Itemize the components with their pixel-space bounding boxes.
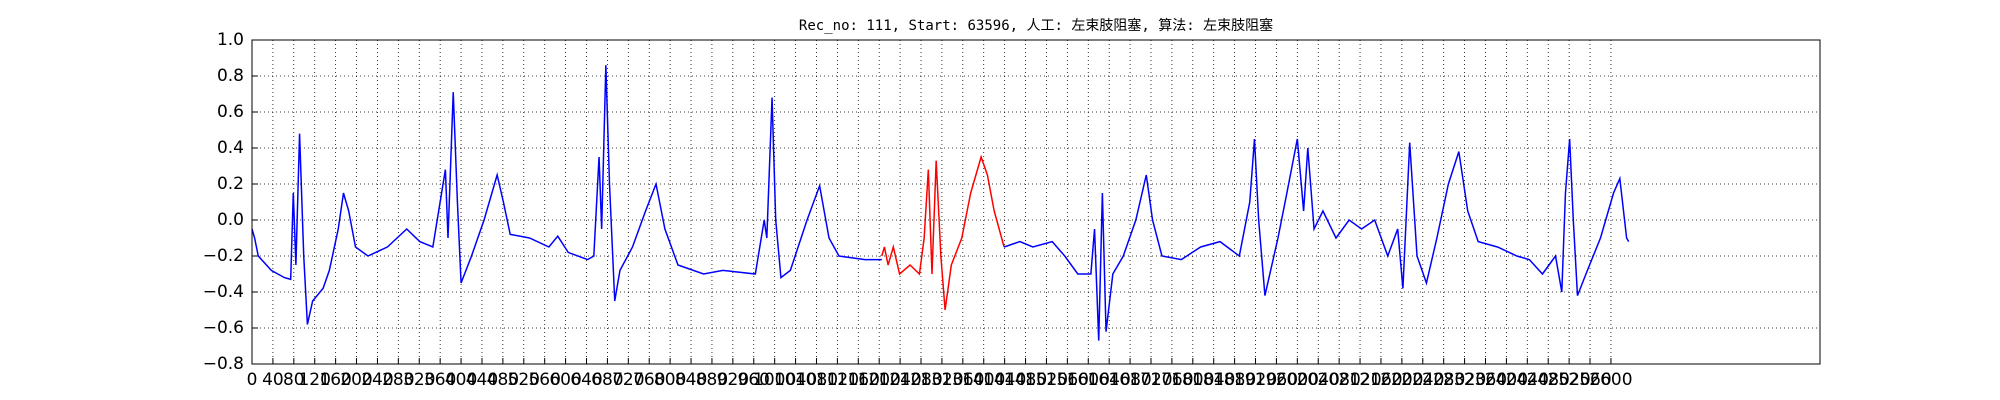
x-tick-label: 1160 xyxy=(837,370,880,390)
x-tick-label: 840 xyxy=(675,370,707,390)
x-tick-label: 2040 xyxy=(1297,370,1340,390)
y-tick-label: −0.6 xyxy=(203,318,244,338)
x-tick-label: 1600 xyxy=(1067,370,1110,390)
x-tick-label: 640 xyxy=(570,370,602,390)
x-tick-label: 1480 xyxy=(1004,370,1047,390)
x-tick-label: 1960 xyxy=(1255,370,1298,390)
x-tick-label: 1840 xyxy=(1192,370,1235,390)
x-tick-label: 1400 xyxy=(962,370,1005,390)
x-tick-label: 0 xyxy=(247,370,258,390)
x-tick-label: 2200 xyxy=(1380,370,1423,390)
y-tick-label: 1.0 xyxy=(217,30,244,50)
y-tick-label: 0.6 xyxy=(217,102,244,122)
x-tick-label: 240 xyxy=(361,370,393,390)
x-tick-label: 400 xyxy=(445,370,477,390)
y-tick-label: 0.8 xyxy=(217,66,244,86)
x-tick-label: 2400 xyxy=(1485,370,1528,390)
x-tick-label: 2120 xyxy=(1338,370,1381,390)
ecg-line xyxy=(1003,138,1630,341)
x-tick-label: 80 xyxy=(283,370,305,390)
y-tick-label: 0.4 xyxy=(217,138,244,158)
y-tick-label: −0.4 xyxy=(203,282,244,302)
x-tick-label: 2240 xyxy=(1401,370,1444,390)
chart-title: Rec_no: 111, Start: 63596, 人工: 左束肢阻塞, 算法… xyxy=(799,17,1273,34)
x-tick-label: 2480 xyxy=(1527,370,1570,390)
x-tick-label: 520 xyxy=(508,370,540,390)
x-tick-label: 2520 xyxy=(1547,370,1590,390)
x-tick-label: 800 xyxy=(654,370,686,390)
x-tick-label: 200 xyxy=(340,370,372,390)
x-tick-label: 1200 xyxy=(858,370,901,390)
x-tick-label: 1080 xyxy=(795,370,838,390)
x-tick-label: 720 xyxy=(612,370,644,390)
x-tick-label: 2000 xyxy=(1276,370,1319,390)
x-tick-label: 1280 xyxy=(899,370,942,390)
x-tick-label: 680 xyxy=(591,370,623,390)
x-tick-label: 880 xyxy=(696,370,728,390)
x-tick-label: 440 xyxy=(466,370,498,390)
x-tick-label: 1120 xyxy=(816,370,859,390)
x-tick-label: 360 xyxy=(424,370,456,390)
x-tick-label: 2440 xyxy=(1506,370,1549,390)
x-tick-label: 1520 xyxy=(1025,370,1068,390)
x-tick-label: 1440 xyxy=(983,370,1026,390)
x-tick-label: 760 xyxy=(633,370,665,390)
x-tick-label: 1320 xyxy=(920,370,963,390)
x-tick-label: 1360 xyxy=(941,370,984,390)
y-tick-label: 0.0 xyxy=(217,210,244,230)
x-tick-label: 1880 xyxy=(1213,370,1256,390)
x-tick-label: 160 xyxy=(319,370,351,390)
x-tick-label: 2600 xyxy=(1589,370,1632,390)
x-tick-label: 1640 xyxy=(1088,370,1131,390)
x-tick-label: 1720 xyxy=(1129,370,1172,390)
x-tick-label: 1000 xyxy=(753,370,796,390)
x-tick-label: 2160 xyxy=(1359,370,1402,390)
x-tick-label: 40 xyxy=(262,370,284,390)
x-tick-label: 2280 xyxy=(1422,370,1465,390)
x-tick-label: 480 xyxy=(487,370,519,390)
x-tick-label: 600 xyxy=(549,370,581,390)
x-tick-label: 560 xyxy=(528,370,560,390)
x-tick-label: 1560 xyxy=(1046,370,1089,390)
x-tick-label: 120 xyxy=(298,370,330,390)
x-tick-label: 1240 xyxy=(878,370,921,390)
plot-frame xyxy=(251,39,1821,365)
x-tick-label: 280 xyxy=(382,370,414,390)
x-tick-label: 1800 xyxy=(1171,370,1214,390)
x-tick-label: 2320 xyxy=(1443,370,1486,390)
x-tick-label: 320 xyxy=(403,370,435,390)
x-tick-label: 1920 xyxy=(1234,370,1277,390)
y-tick-label: 0.2 xyxy=(217,174,244,194)
y-tick-label: −0.2 xyxy=(203,246,244,266)
ecg-line xyxy=(251,65,882,325)
x-tick-label: 1680 xyxy=(1108,370,1151,390)
x-tick-label: 2360 xyxy=(1464,370,1507,390)
x-tick-label: 1760 xyxy=(1150,370,1193,390)
x-tick-label: 1040 xyxy=(774,370,817,390)
ecg-line xyxy=(881,154,1005,311)
x-tick-label: 2080 xyxy=(1318,370,1361,390)
x-tick-label: 920 xyxy=(717,370,749,390)
x-tick-label: 960 xyxy=(738,370,770,390)
x-tick-label: 2560 xyxy=(1568,370,1611,390)
y-tick-label: −0.8 xyxy=(203,354,244,374)
